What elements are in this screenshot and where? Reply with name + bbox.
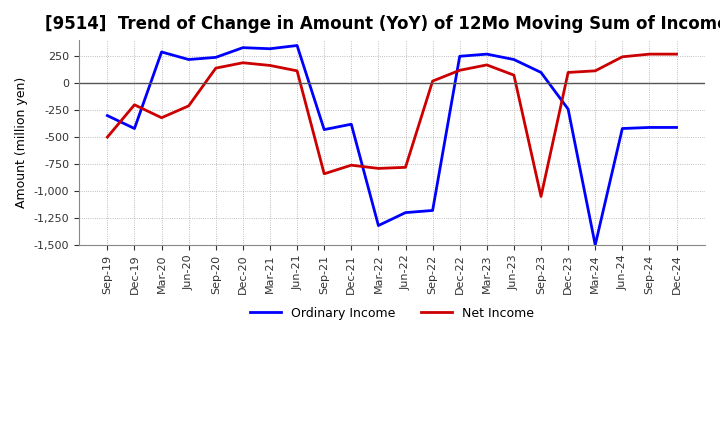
Ordinary Income (428, 208, 437, 213)
Ordinary Income (130, 126, 139, 131)
Net Income (374, 166, 383, 171)
Ordinary Income (591, 242, 600, 248)
Legend: Ordinary Income, Net Income: Ordinary Income, Net Income (245, 302, 539, 325)
Net Income (130, 102, 139, 107)
Line: Ordinary Income: Ordinary Income (107, 45, 677, 245)
Net Income (510, 73, 518, 78)
Net Income (401, 165, 410, 170)
Net Income (238, 60, 247, 66)
Net Income (645, 51, 654, 57)
Net Income (320, 171, 328, 176)
Net Income (293, 68, 302, 73)
Ordinary Income (374, 223, 383, 228)
Ordinary Income (320, 127, 328, 132)
Ordinary Income (645, 125, 654, 130)
Ordinary Income (536, 70, 545, 75)
Net Income (157, 115, 166, 121)
Net Income (184, 103, 193, 109)
Net Income (536, 194, 545, 199)
Ordinary Income (510, 57, 518, 62)
Ordinary Income (293, 43, 302, 48)
Ordinary Income (212, 55, 220, 60)
Ordinary Income (401, 210, 410, 215)
Ordinary Income (672, 125, 681, 130)
Net Income (347, 162, 356, 168)
Net Income (618, 54, 626, 59)
Ordinary Income (103, 113, 112, 118)
Net Income (428, 78, 437, 84)
Ordinary Income (618, 126, 626, 131)
Net Income (455, 68, 464, 73)
Net Income (672, 51, 681, 57)
Net Income (482, 62, 491, 68)
Ordinary Income (564, 106, 572, 112)
Ordinary Income (347, 121, 356, 127)
Net Income (212, 66, 220, 71)
Ordinary Income (266, 46, 274, 51)
Net Income (103, 135, 112, 140)
Ordinary Income (455, 54, 464, 59)
Net Income (564, 70, 572, 75)
Y-axis label: Amount (million yen): Amount (million yen) (15, 77, 28, 208)
Ordinary Income (238, 45, 247, 50)
Ordinary Income (482, 51, 491, 57)
Ordinary Income (184, 57, 193, 62)
Title: [9514]  Trend of Change in Amount (YoY) of 12Mo Moving Sum of Incomes: [9514] Trend of Change in Amount (YoY) o… (45, 15, 720, 33)
Line: Net Income: Net Income (107, 54, 677, 196)
Net Income (591, 68, 600, 73)
Net Income (266, 63, 274, 68)
Ordinary Income (157, 49, 166, 55)
